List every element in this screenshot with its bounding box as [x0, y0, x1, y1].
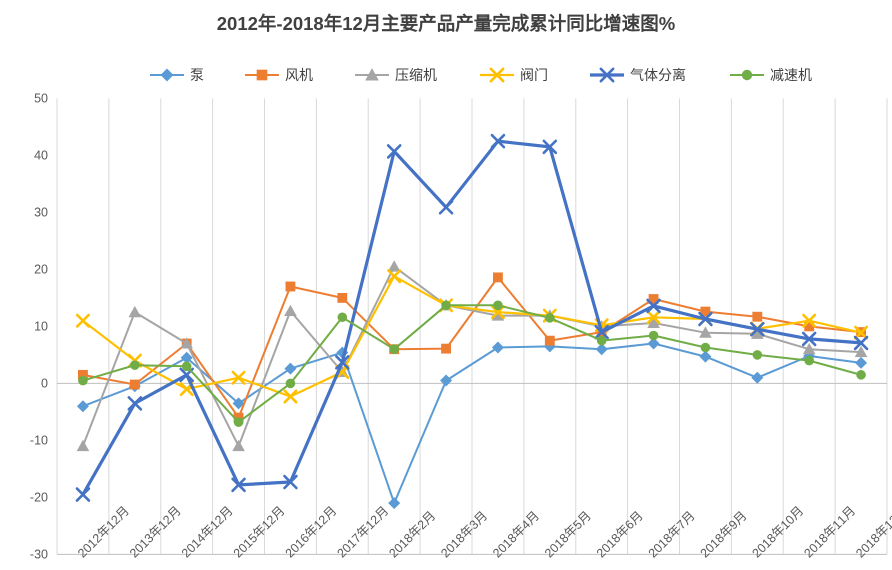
- svg-text:30: 30: [34, 205, 48, 219]
- svg-text:泵: 泵: [190, 67, 204, 83]
- svg-text:-30: -30: [30, 547, 48, 561]
- svg-text:20: 20: [34, 262, 48, 276]
- svg-text:50: 50: [34, 91, 48, 105]
- svg-text:0: 0: [41, 376, 48, 390]
- svg-text:40: 40: [34, 148, 48, 162]
- svg-text:减速机: 减速机: [770, 67, 812, 83]
- svg-text:气体分离: 气体分离: [630, 67, 686, 83]
- svg-text:阀门: 阀门: [520, 67, 548, 83]
- svg-text:-10: -10: [30, 433, 48, 447]
- svg-text:10: 10: [34, 319, 48, 333]
- svg-text:-20: -20: [30, 490, 48, 504]
- svg-text:压缩机: 压缩机: [395, 67, 437, 83]
- svg-text:风机: 风机: [285, 67, 313, 83]
- svg-text:2012年-2018年12月主要产品产量完成累计同比增速图%: 2012年-2018年12月主要产品产量完成累计同比增速图%: [217, 13, 676, 34]
